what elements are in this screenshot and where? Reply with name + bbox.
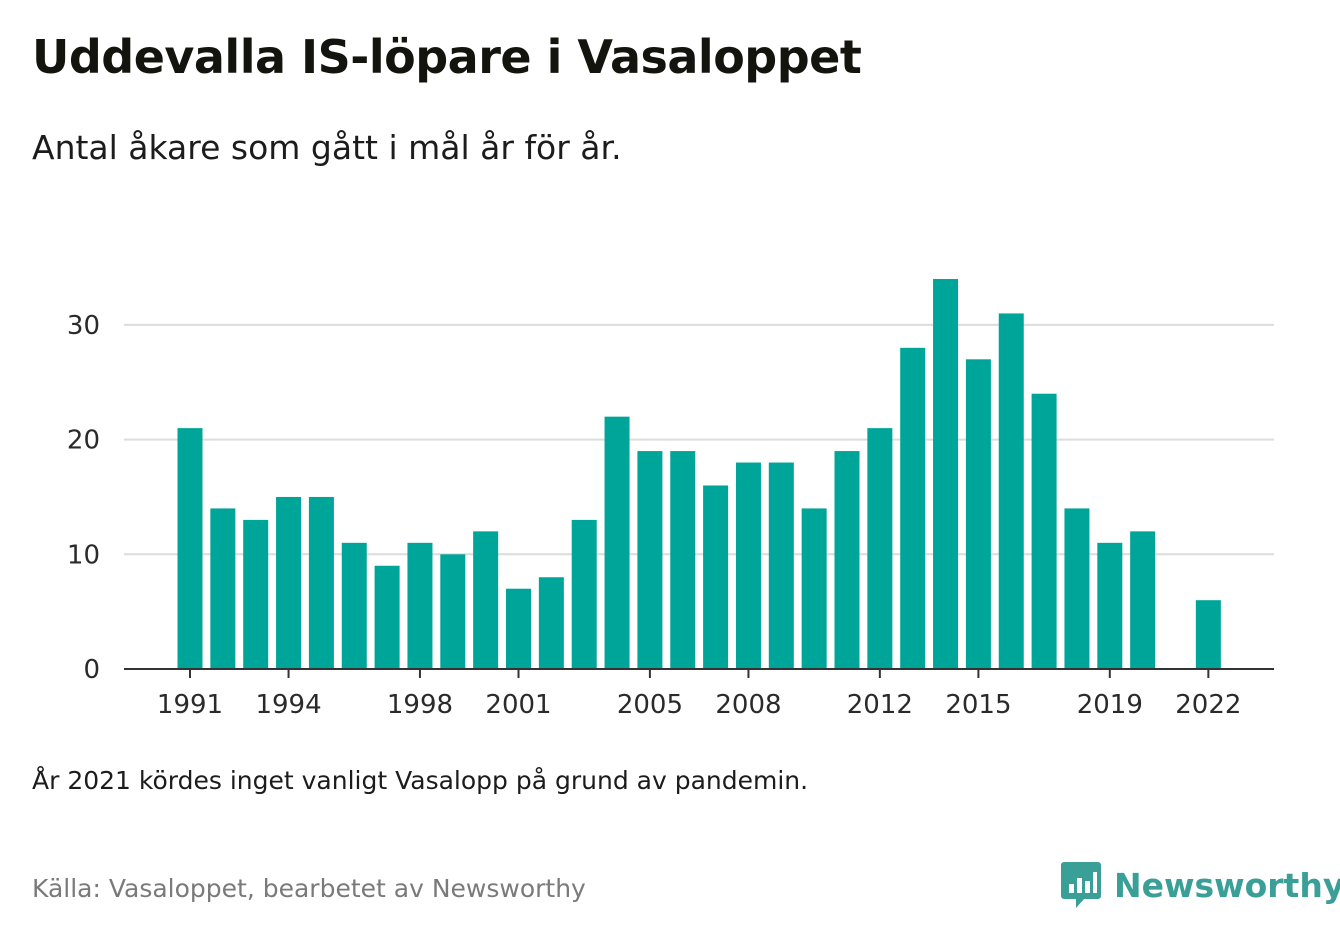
bar: [243, 519, 269, 669]
bar: [1064, 508, 1090, 669]
bar: [407, 542, 433, 669]
bar: [670, 451, 696, 669]
y-tick-label: 20: [67, 426, 100, 456]
source-text: Källa: Vasaloppet, bearbetet av Newswort…: [32, 874, 586, 903]
bar: [374, 565, 400, 669]
bar: [538, 577, 564, 669]
bar: [867, 428, 893, 669]
y-tick-label: 0: [83, 655, 100, 685]
x-tick-label: 2022: [1175, 690, 1241, 720]
x-tick-label: 2008: [715, 690, 781, 720]
chart-subtitle: Antal åkare som gått i mål år för år.: [32, 128, 622, 167]
bar: [1195, 600, 1221, 669]
bar: [177, 428, 203, 669]
x-tick-label: 1998: [387, 690, 453, 720]
x-tick-label: 2001: [485, 690, 551, 720]
newsworthy-logo: Newsworthy: [1060, 860, 1340, 910]
bar: [506, 588, 531, 669]
bar: [637, 451, 663, 669]
newsworthy-logo-icon: [1061, 862, 1101, 908]
bar: [965, 359, 991, 669]
bar: [1097, 542, 1123, 669]
bar-chart: 0 10 20 30 1991 1994 1998 2001 2005 2008 2012 2015 2…: [67, 279, 1274, 720]
bar: [308, 496, 334, 669]
x-tick-label: 2005: [617, 690, 683, 720]
x-tick-label: 2012: [847, 690, 913, 720]
bar: [604, 416, 630, 669]
x-tick-label: 2015: [945, 690, 1011, 720]
bar: [703, 485, 729, 669]
bar: [1031, 393, 1057, 669]
y-tick-label: 10: [67, 540, 100, 570]
bar: [998, 313, 1024, 669]
bar: [735, 462, 761, 669]
bar: [834, 451, 860, 669]
bar: [276, 496, 302, 669]
bar: [801, 508, 827, 669]
x-tick-label: 1994: [255, 690, 321, 720]
bar: [473, 531, 499, 669]
bar: [440, 554, 466, 669]
bar: [768, 462, 794, 669]
chart-note: År 2021 kördes inget vanligt Vasalopp på…: [32, 766, 809, 795]
bar: [933, 279, 959, 669]
bar: [571, 519, 597, 669]
y-tick-label: 30: [67, 311, 100, 341]
bar: [900, 347, 926, 669]
logo-text: Newsworthy: [1114, 865, 1340, 905]
bar: [1130, 531, 1156, 669]
bar: [341, 542, 367, 669]
x-tick-label: 1991: [157, 690, 223, 720]
chart-title: Uddevalla IS-löpare i Vasaloppet: [32, 30, 862, 84]
x-tick-label: 2019: [1077, 690, 1143, 720]
bar: [210, 508, 236, 669]
